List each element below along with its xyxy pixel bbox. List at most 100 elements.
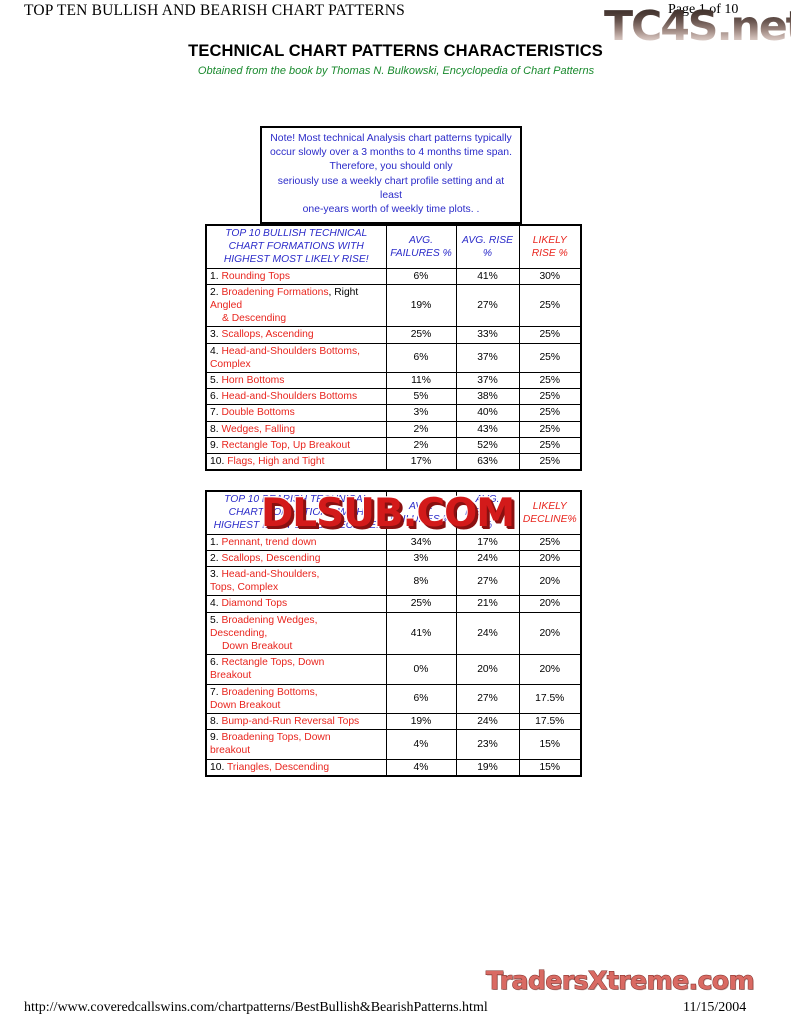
avg-cell: 24% [455, 611, 520, 656]
table-header-row: TOP 10 BULLISH TECHNICAL CHART FORMATION… [205, 224, 582, 269]
bearish-patterns-table: TOP 10 BEARISH TECHNICAL CHART FORMATION… [205, 490, 582, 777]
page-title: TECHNICAL CHART PATTERNS CHARACTERISTICS [188, 42, 603, 60]
avg-cell: 27% [455, 566, 520, 597]
table-row: 10. Flags, High and Tight 17% 63% 25% [205, 453, 582, 471]
avg-cell: 19% [455, 758, 520, 777]
bearish-failures-header-line1: AVG. [408, 500, 434, 512]
failures-cell: 11% [385, 372, 457, 390]
note-line-4: seriously use a weekly chart profile set… [277, 175, 505, 201]
bearish-table-body: 1. Pennant, trend down 34% 17% 25% 2. Scallo… [205, 533, 582, 777]
likely-cell: 30% [518, 267, 582, 285]
failures-cell: 6% [385, 267, 457, 285]
pattern-name-cell: 1. Pennant, trend down [205, 533, 387, 551]
bullish-avgrise-header-line1: AVG. RISE [462, 234, 513, 246]
likely-cell: 17.5% [518, 683, 582, 715]
failures-cell: 2% [385, 436, 457, 455]
pattern-name-cell: 9. Broadening Tops, Down breakout [205, 729, 387, 760]
likely-cell: 20% [518, 595, 582, 613]
failures-cell: 5% [385, 388, 457, 406]
failures-cell: 19% [385, 283, 457, 328]
likely-cell: 25% [518, 372, 582, 390]
bullish-avgrise-header-line2: % [482, 247, 493, 259]
avg-cell: 20% [455, 654, 520, 685]
table-row: 8. Bump-and-Run Reversal Tops 19% 24% 17.5% [205, 713, 582, 731]
pattern-name-cell: 3. Head-and-Shoulders, Tops, Complex [205, 566, 387, 597]
likely-cell: 25% [518, 404, 582, 422]
table-row: 6. Head-and-Shoulders Bottoms 5% 38% 25% [205, 388, 582, 406]
failures-cell: 19% [385, 713, 457, 731]
page-subtitle: Obtained from the book by Thomas N. Bulk… [197, 65, 595, 77]
table-row: 5. Broadening Wedges, Descending, Down Bre… [205, 611, 582, 656]
avg-cell: 37% [455, 342, 520, 374]
pattern-name-cell: 2. Broadening Formations, Right Angled & D… [205, 283, 387, 328]
pattern-name-cell: 8. Wedges, Falling [205, 420, 387, 438]
likely-cell: 25% [518, 533, 582, 551]
pattern-name-cell: 2. Scallops, Descending [205, 549, 387, 568]
avg-cell: 63% [455, 453, 520, 471]
table-row: 1. Rounding Tops 6% 41% 30% [205, 267, 582, 285]
failures-cell: 3% [385, 549, 457, 568]
failures-cell: 3% [385, 404, 457, 422]
avg-cell: 23% [455, 729, 520, 760]
pattern-name-cell: 10. Triangles, Descending [205, 758, 387, 777]
table-row: 7. Broadening Bottoms, Down Breakout 6% 27%… [205, 683, 582, 715]
pattern-name-cell: 3. Scallops, Ascending [205, 326, 387, 344]
bullish-patterns-table: TOP 10 BULLISH TECHNICAL CHART FORMATION… [205, 224, 582, 472]
bullish-avgrise-header: AVG. RISE % [455, 224, 520, 269]
pattern-name-cell: 9. Rectangle Top, Up Breakout [205, 436, 387, 455]
footer-date: 11/15/2004 [683, 1000, 747, 1015]
failures-cell: 6% [385, 342, 457, 374]
table-row: 8. Wedges, Falling 2% 43% 25% [205, 420, 582, 438]
failures-cell: 41% [385, 611, 457, 656]
avg-cell: 43% [455, 420, 520, 438]
bullish-name-header-line1: TOP 10 BULLISH TECHNICAL [225, 228, 368, 239]
note-line-3: Therefore, you should only [329, 161, 453, 173]
likely-cell: 25% [518, 388, 582, 406]
likely-cell: 20% [518, 549, 582, 568]
tc4s-logo: TC4S.net [604, 6, 791, 47]
avg-cell: 21% [455, 595, 520, 613]
likely-cell: 25% [518, 436, 582, 455]
avg-cell: 33% [455, 326, 520, 344]
likely-cell: 15% [518, 729, 582, 760]
table-row: 9. Broadening Tops, Down breakout 4% 23% 15% [205, 729, 582, 760]
footer-url: http://www.coveredcallswins.com/chartpat… [24, 1000, 488, 1015]
failures-cell: 34% [385, 533, 457, 551]
pattern-name-cell: 10. Flags, High and Tight [205, 453, 387, 471]
bullish-name-header-line2: CHART FORMATIONS WITH [228, 241, 364, 253]
note-line-2: occur slowly over a 3 months to 4 months… [270, 147, 512, 159]
bullish-failures-header: AVG. FAILURES % [385, 224, 457, 269]
likely-cell: 25% [518, 342, 582, 374]
running-header: TOP TEN BULLISH AND BEARISH CHART PATTER… [24, 2, 405, 19]
bearish-name-header-line1: TOP 10 BEARISH TECHNICAL [224, 494, 369, 505]
table-row: 7. Double Bottoms 3% 40% 25% [205, 404, 582, 422]
table-row: 10. Triangles, Descending 4% 19% 15% [205, 758, 582, 777]
likely-cell: 20% [518, 566, 582, 597]
failures-cell: 17% [385, 453, 457, 471]
note-line-1: Note! Most technical Analysis chart patt… [270, 133, 512, 144]
table-row: 1. Pennant, trend down 34% 17% 25% [205, 533, 582, 551]
table-header-row: TOP 10 BEARISH TECHNICAL CHART FORMATION… [205, 490, 582, 535]
bullish-likelyrise-header-line2: RISE % [531, 247, 568, 259]
pattern-name-cell: 7. Broadening Bottoms, Down Breakout [205, 683, 387, 715]
failures-cell: 25% [385, 326, 457, 344]
bearish-likelydecline-header-line1: LIKELY [532, 500, 567, 512]
likely-cell: 25% [518, 420, 582, 438]
bullish-name-header-line3: HIGHEST MOST LIKELY RISE! [223, 254, 369, 266]
avg-cell: 52% [455, 436, 520, 455]
table-row: 4. Head-and-Shoulders Bottoms, Complex 6% 3… [205, 342, 582, 374]
likely-cell: 20% [518, 611, 582, 656]
bullish-name-header: TOP 10 BULLISH TECHNICAL CHART FORMATION… [205, 224, 387, 269]
failures-cell: 25% [385, 595, 457, 613]
table-row: 2. Scallops, Descending 3% 24% 20% [205, 549, 582, 568]
pattern-name-cell: 5. Horn Bottoms [205, 372, 387, 390]
table-row: 4. Diamond Tops 25% 21% 20% [205, 595, 582, 613]
likely-cell: 25% [518, 283, 582, 328]
bullish-likelyrise-header: LIKELY RISE % [518, 224, 582, 269]
page-number: Page 1 of 10 [668, 2, 738, 18]
table-row: 6. Rectangle Tops, Down Breakout 0% 20% 20% [205, 654, 582, 685]
failures-cell: 4% [385, 758, 457, 777]
likely-cell: 17.5% [518, 713, 582, 731]
bearish-avgdecline-header-line2: % [482, 520, 493, 532]
pattern-name-cell: 4. Head-and-Shoulders Bottoms, Complex [205, 342, 387, 374]
